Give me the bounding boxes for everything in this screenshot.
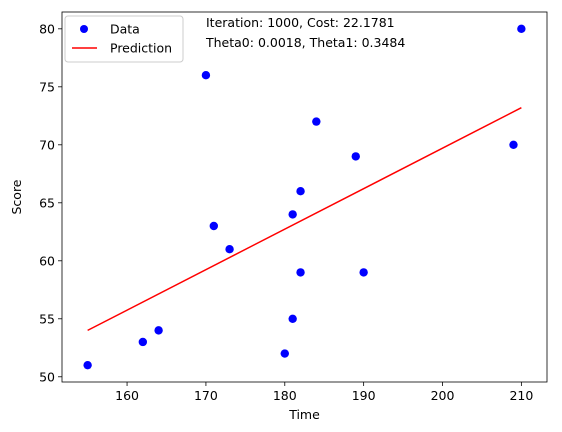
data-point-6	[280, 349, 289, 358]
x-tick-label-200: 200	[431, 388, 455, 403]
data-point-13	[359, 268, 368, 277]
y-axis-title: Score	[9, 179, 24, 214]
data-marks	[83, 24, 526, 370]
x-tick-label-210: 210	[509, 388, 533, 403]
theta-annotation: Theta0: 0.0018, Theta1: 0.3484	[205, 35, 405, 50]
legend-label-data: Data	[110, 22, 140, 37]
data-point-4	[209, 221, 219, 231]
data-point-8	[288, 314, 297, 323]
axes-frame	[61, 11, 548, 383]
data-point-11	[312, 117, 321, 126]
prediction-line	[87, 107, 522, 332]
data-point-0	[83, 360, 92, 370]
data-point-1	[138, 337, 148, 347]
axes	[61, 11, 548, 383]
legend-label-prediction: Prediction	[110, 41, 172, 56]
x-tick-label-180: 180	[273, 388, 297, 403]
data-point-9	[296, 187, 305, 196]
data-point-7	[288, 210, 297, 219]
x-axis-title: Time	[288, 407, 320, 422]
data-point-2	[154, 326, 163, 335]
x-tick-label-170: 170	[194, 388, 218, 403]
data-point-3	[201, 71, 211, 80]
data-point-5	[225, 244, 234, 254]
legend-box	[64, 15, 184, 63]
ticks: 160 170 180 190 200 210 50 55 60 65 70 75 80	[39, 21, 533, 403]
data-point-12	[351, 152, 360, 161]
legend: Data Prediction	[64, 15, 184, 63]
data-point-14	[509, 140, 518, 150]
data-point-15	[517, 24, 526, 34]
y-tick-label-65: 65	[39, 195, 55, 210]
x-tick-label-190: 190	[352, 388, 376, 403]
legend-marker-data	[80, 25, 88, 33]
y-tick-label-80: 80	[39, 21, 55, 36]
y-tick-label-55: 55	[39, 311, 55, 326]
y-tick-label-60: 60	[39, 253, 55, 268]
iteration-cost-annotation: Iteration: 1000, Cost: 22.1781	[206, 15, 395, 30]
y-tick-label-50: 50	[39, 369, 55, 384]
x-tick-label-160: 160	[115, 388, 139, 403]
data-point-10	[296, 268, 305, 277]
y-tick-label-75: 75	[39, 79, 55, 94]
y-tick-label-70: 70	[39, 137, 55, 152]
